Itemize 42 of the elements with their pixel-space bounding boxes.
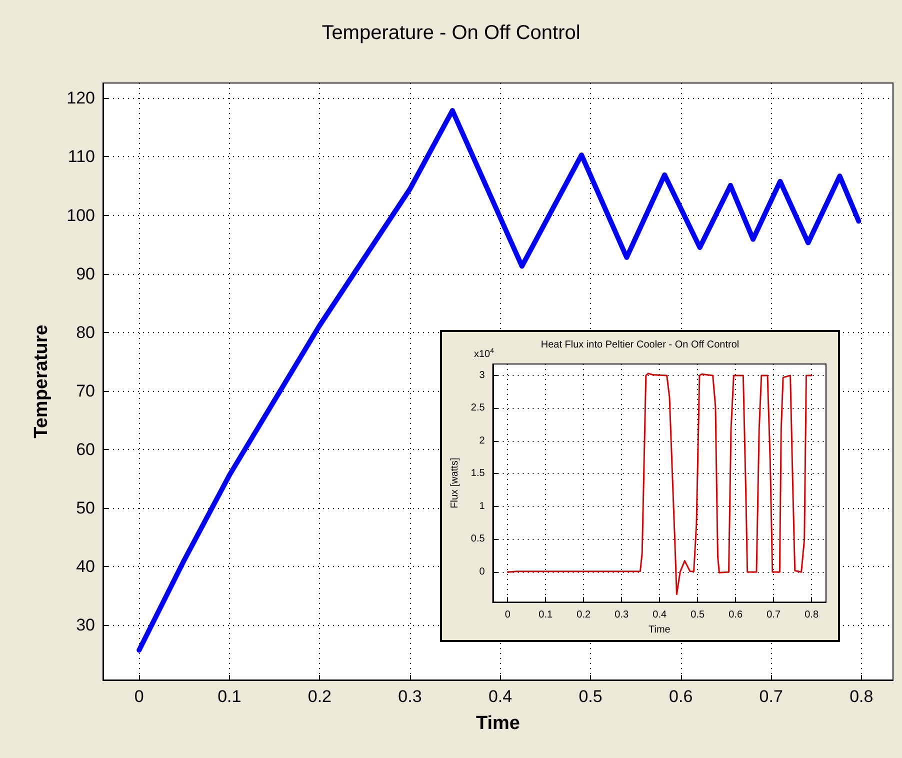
x-tick-label: 0.6 [728, 610, 743, 621]
x-tick-label: 0.4 [652, 610, 667, 621]
y-tick-label: 3 [479, 370, 486, 381]
y-tick-label: 110 [68, 147, 95, 166]
x-tick-label: 0.7 [766, 610, 781, 621]
chart-title: Heat Flux into Peltier Cooler - On Off Control [540, 340, 740, 350]
x-tick-label: 0.1 [538, 610, 553, 621]
y-tick-label: 60 [76, 440, 95, 459]
y-tick-label: 1 [479, 500, 486, 512]
y-tick-label: 40 [76, 556, 95, 576]
x-axis-title: Time [476, 713, 520, 734]
y-tick-label: 0.5 [470, 534, 486, 545]
y-tick-label: 2 [479, 435, 486, 446]
x-tick-label: 0 [134, 687, 144, 706]
x-tick-label: 0.2 [576, 610, 591, 621]
y-axis-title: Temperature [31, 324, 52, 438]
chart-title: Temperature - On Off Control [322, 22, 580, 44]
x-tick-label: 0.8 [850, 687, 874, 706]
y-axis-title: Flux [watts] [450, 458, 460, 508]
x-tick-label: 0.8 [804, 610, 819, 621]
x-tick-label: 0.3 [398, 687, 422, 706]
line-series [506, 372, 812, 595]
x-tick-label: 0.1 [218, 687, 242, 706]
x-tick-label: 0.6 [669, 687, 693, 706]
x-tick-label: 0.5 [578, 687, 602, 706]
y-tick-label: 100 [66, 206, 95, 225]
y-tick-label: 120 [66, 88, 95, 108]
x-axis-title: Time [648, 624, 671, 636]
y-tick-label: 50 [76, 498, 95, 518]
y-tick-label: 80 [76, 322, 95, 342]
y-tick-label: 90 [76, 264, 95, 284]
x-tick-label: 0.2 [308, 687, 332, 706]
y-tick-label: 2.5 [470, 402, 486, 414]
y-tick-label: 0 [479, 566, 486, 578]
x-tick-label: 0.5 [690, 610, 705, 621]
y-tick-label: 70 [76, 381, 95, 400]
x-tick-label: 0.3 [614, 610, 629, 621]
y-tick-label: 30 [76, 615, 95, 634]
x-tick-label: 0.4 [488, 687, 512, 706]
y-tick-label: 1.5 [470, 468, 486, 480]
x-tick-label: 0.7 [759, 687, 783, 706]
x-tick-label: 0 [504, 610, 511, 621]
